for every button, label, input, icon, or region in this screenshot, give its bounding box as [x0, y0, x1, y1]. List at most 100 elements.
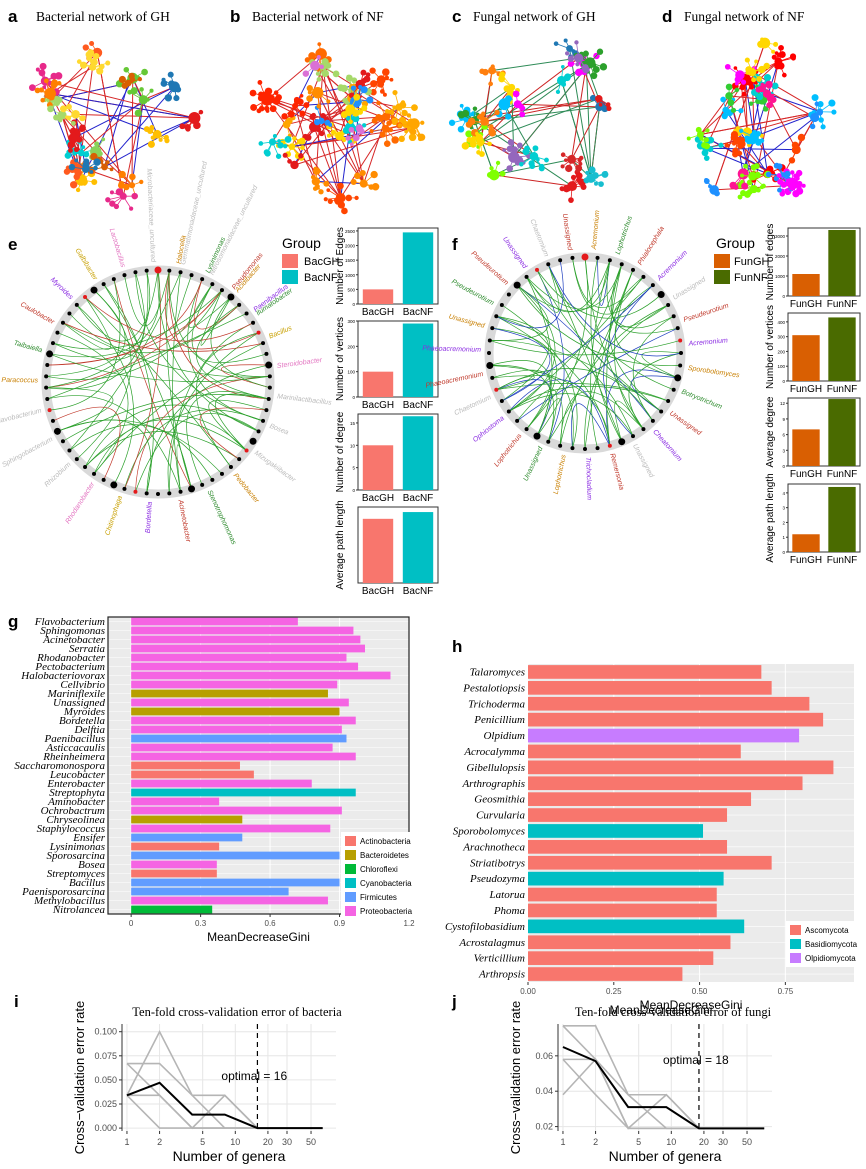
circle-node — [582, 254, 589, 261]
network-node — [479, 151, 485, 157]
circle-node — [251, 321, 255, 325]
network-node — [250, 90, 257, 97]
network-node — [544, 158, 549, 163]
circle-label: Trichocladium — [584, 457, 592, 500]
circle-edge — [85, 432, 239, 467]
network-node — [384, 140, 391, 147]
network-node — [144, 126, 150, 132]
network-node — [828, 100, 835, 107]
network-node — [285, 136, 292, 143]
bar-fungh — [792, 335, 819, 381]
network-node — [165, 94, 172, 101]
xtick-label: 10 — [666, 1137, 676, 1147]
network-node — [317, 104, 322, 109]
circle-node — [265, 362, 272, 369]
network-node — [81, 115, 86, 120]
network-node — [349, 127, 355, 133]
network-node — [741, 183, 748, 190]
bar-ylabel: Number of edges — [765, 224, 776, 301]
network-node — [554, 41, 559, 46]
category-label: Olpidium — [483, 730, 525, 742]
network-hub — [763, 90, 771, 98]
xtick-label: 0.6 — [265, 919, 277, 928]
network-node — [565, 165, 572, 172]
bar-latorua — [528, 888, 717, 902]
network-node — [409, 134, 417, 142]
network-node — [148, 141, 155, 148]
panel-letter-d: d — [662, 7, 672, 26]
network-node — [392, 90, 397, 95]
network-node — [354, 173, 361, 180]
network-node — [348, 120, 353, 125]
network-node — [766, 102, 772, 108]
xlabel: MeanDecreaseGini — [207, 930, 310, 944]
network-node — [44, 78, 49, 83]
category-label: Cystofilobasidium — [445, 921, 525, 933]
circle-node — [658, 291, 665, 298]
legend-f-swatch-fungh — [714, 254, 730, 268]
circle-node — [245, 449, 249, 453]
bar-category-label: FunNF — [827, 555, 858, 566]
circle-node — [44, 374, 48, 378]
network-node — [303, 70, 309, 76]
network-node — [89, 41, 94, 46]
network-node — [36, 68, 40, 72]
legend-label-actinobacteria: Actinobacteria — [360, 837, 411, 846]
network-hub — [722, 107, 729, 114]
network-node — [303, 102, 309, 108]
network-node — [385, 109, 390, 114]
network-edge — [494, 175, 572, 186]
network-node — [327, 134, 331, 138]
network-hub — [567, 181, 577, 191]
bar-category-label: BacNF — [403, 586, 434, 597]
circle-node — [145, 491, 149, 495]
network-hub — [82, 165, 90, 173]
circle-node — [490, 326, 494, 330]
bar-category-label: BacGH — [362, 586, 394, 597]
circle-label: Lactobacillus — [108, 228, 127, 269]
network-node — [604, 171, 608, 175]
circle-node — [122, 273, 126, 277]
network-node — [66, 104, 72, 110]
bar-aminobacter — [131, 798, 219, 806]
circle-node — [570, 256, 574, 260]
circle-node — [250, 438, 257, 445]
network-node — [398, 123, 402, 127]
circle-node — [608, 258, 612, 262]
network-node — [749, 84, 754, 89]
circle-node — [257, 331, 261, 335]
category-label: Arthropsis — [478, 969, 525, 981]
network-node — [318, 189, 323, 194]
network-hub — [101, 164, 108, 171]
network-node — [581, 184, 587, 190]
bar-bordetella — [131, 717, 356, 725]
bar-gibellulopsis — [528, 761, 833, 775]
network-node — [506, 115, 510, 119]
bar-ytick-label: 100 — [347, 370, 355, 375]
network-node — [718, 143, 723, 148]
network-hub — [290, 161, 298, 169]
network-node — [71, 121, 76, 126]
bar-cellvibrio — [131, 681, 337, 689]
bar-ytick-label: 9 — [782, 417, 785, 422]
network-node — [382, 68, 390, 76]
circle-label: Lophotrichus — [615, 215, 634, 256]
xtick-label: 20 — [263, 1137, 273, 1147]
network-hub — [759, 38, 770, 49]
bar-rhodanobacter — [131, 654, 346, 662]
legend-label-firmicutes: Firmicutes — [360, 893, 397, 902]
bar-ytick-label: 0 — [352, 488, 355, 493]
network-node — [68, 148, 73, 153]
circle-node — [507, 409, 511, 413]
circle-node — [525, 275, 529, 279]
network-node — [369, 184, 374, 189]
network-node — [458, 111, 465, 118]
bar-paenisporosarcina — [131, 888, 288, 896]
circle-label: Unassigned — [561, 213, 573, 252]
legend-swatch-chloroflexi — [345, 864, 356, 874]
circle-edge — [196, 305, 268, 399]
legend-swatch-firmicutes — [345, 892, 356, 902]
network-edge — [706, 148, 797, 149]
bar-ytick-label: 6 — [782, 433, 785, 438]
